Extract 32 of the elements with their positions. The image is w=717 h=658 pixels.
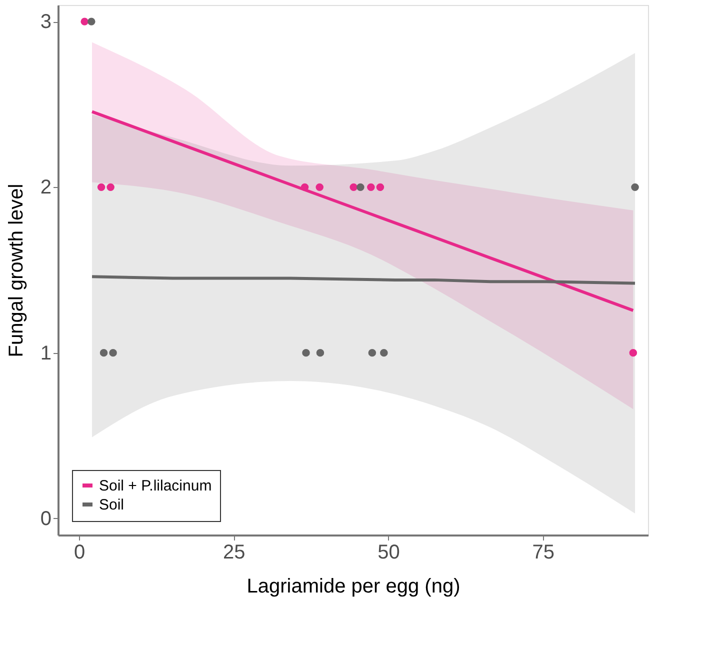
y-tick-label: 2 — [40, 176, 52, 199]
point — [376, 183, 384, 192]
point — [106, 183, 114, 192]
x-tick-label: 0 — [74, 542, 86, 564]
point — [368, 348, 376, 357]
point — [100, 348, 108, 357]
point — [97, 183, 106, 192]
point — [380, 348, 388, 357]
y-tick-label: 0 — [40, 508, 52, 530]
line-series — [90, 275, 637, 285]
x-tick-label: 75 — [532, 542, 554, 564]
y-tick-label: 3 — [40, 11, 52, 34]
point — [80, 18, 88, 26]
y-axis-title: Fungal growth level — [5, 184, 28, 358]
point — [350, 183, 358, 192]
point — [88, 18, 96, 26]
legend-label: Soil + P.lilacinum — [99, 478, 212, 494]
x-tick-label: 25 — [223, 542, 246, 564]
y-tick-label: 1 — [40, 342, 52, 364]
point — [316, 183, 324, 192]
x-axis-title: Lagriamide per egg (ng) — [246, 576, 460, 598]
point — [300, 183, 309, 192]
point — [356, 183, 364, 192]
point — [109, 348, 117, 357]
point — [316, 348, 324, 357]
point — [629, 348, 638, 357]
point — [367, 183, 375, 192]
legend-label: Soil — [99, 496, 124, 514]
point — [631, 183, 639, 192]
line-series — [90, 110, 635, 312]
point — [302, 348, 310, 357]
x-tick-label: 50 — [378, 542, 400, 564]
